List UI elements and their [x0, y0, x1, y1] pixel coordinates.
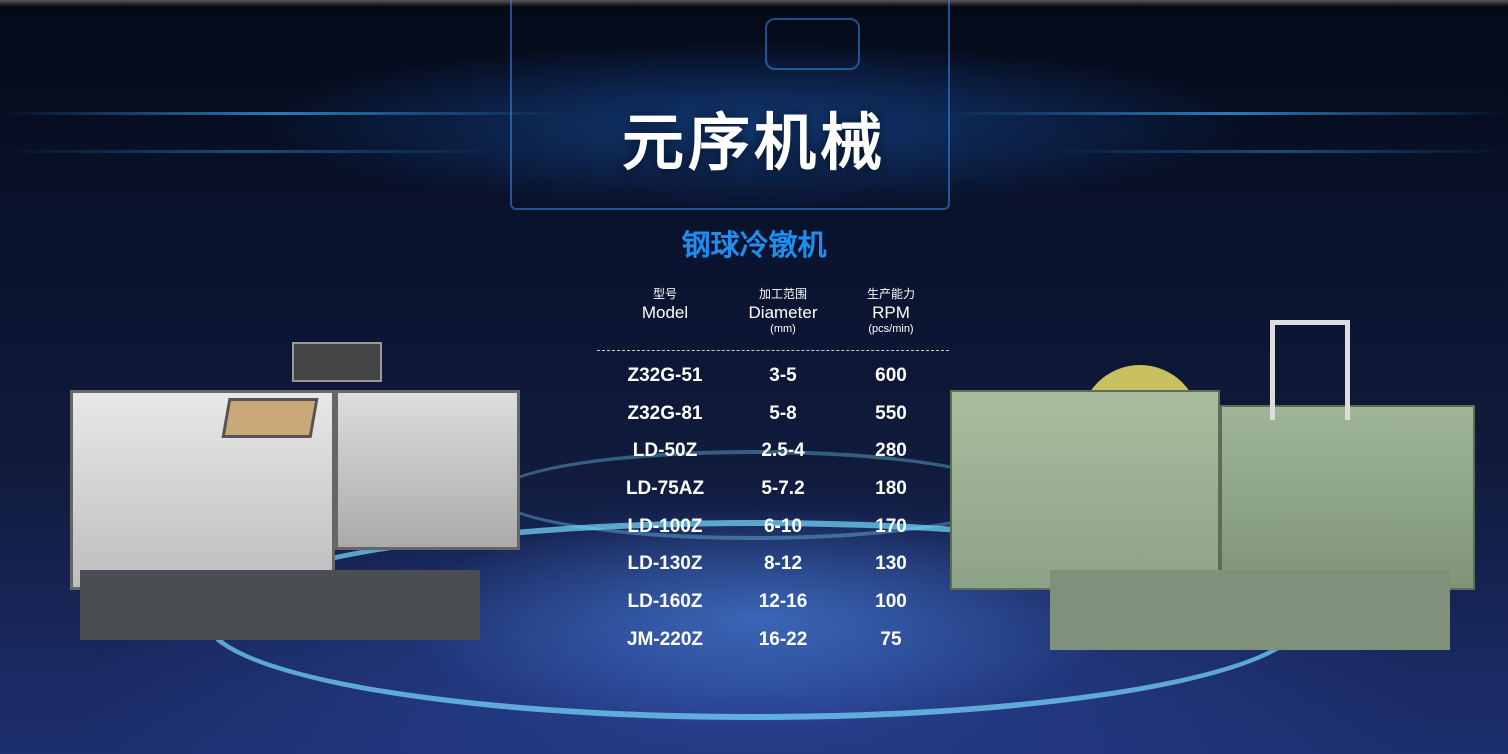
cell-diameter: 2.5-4: [761, 440, 805, 462]
light-streak: [950, 112, 1508, 115]
table-row: LD-50Z 2.5-4 280: [597, 432, 949, 470]
cell-diameter: 5-8: [769, 402, 797, 424]
table-body: Z32G-51 3-5 600 Z32G-81 5-8 550 LD-50Z 2.5-4 280…: [597, 351, 949, 659]
header-diameter: 加工范围 Diameter (mm): [733, 285, 833, 350]
background-window-outline: [765, 18, 860, 70]
machine-image-left: [70, 320, 520, 640]
product-category-title: 钢球冷镦机: [681, 230, 827, 262]
table-row: Z32G-81 5-8 550: [597, 395, 949, 433]
header-unit: (mm): [770, 323, 796, 335]
header-model: 型号 Model: [597, 285, 733, 350]
cell-rpm: 75: [880, 628, 902, 650]
cell-diameter: 12-16: [758, 590, 808, 612]
cell-rpm: 550: [875, 402, 907, 424]
header-cn: 加工范围: [758, 287, 807, 301]
cell-model: LD-50Z: [632, 440, 698, 462]
cell-rpm: 600: [875, 364, 907, 386]
header-cn: 型号: [652, 287, 677, 301]
cell-diameter: 3-5: [769, 364, 797, 386]
header-en: Model: [641, 303, 689, 322]
machine-image-right: [950, 320, 1480, 650]
cell-rpm: 130: [875, 553, 907, 575]
table-row: Z32G-51 3-5 600: [597, 357, 949, 395]
cell-model: LD-160Z: [627, 590, 703, 612]
table-row: LD-75AZ 5-7.2 180: [597, 470, 949, 508]
cell-rpm: 170: [875, 515, 907, 537]
cell-model: LD-75AZ: [625, 477, 705, 499]
cell-model: JM-220Z: [626, 628, 704, 650]
spec-table: 型号 Model 加工范围 Diameter (mm) 生产能力 RPM (pc…: [597, 285, 949, 659]
cell-model: LD-130Z: [627, 553, 703, 575]
cell-diameter: 8-12: [763, 553, 803, 575]
header-unit: (pcs/min): [868, 323, 914, 335]
table-header: 型号 Model 加工范围 Diameter (mm) 生产能力 RPM (pc…: [597, 285, 949, 351]
background-machine-outline: [510, 0, 950, 210]
cell-diameter: 6-10: [763, 515, 803, 537]
table-row: LD-100Z 6-10 170: [597, 508, 949, 546]
light-streak: [0, 112, 560, 115]
cell-model: Z32G-81: [627, 402, 703, 424]
page-title: 元序机械: [621, 109, 886, 178]
table-row: JM-220Z 16-22 75: [597, 621, 949, 659]
top-bar: [0, 0, 1508, 6]
cell-model: Z32G-51: [627, 364, 703, 386]
cell-rpm: 180: [875, 477, 907, 499]
table-row: LD-160Z 12-16 100: [597, 583, 949, 621]
light-streak: [1050, 150, 1508, 153]
table-row: LD-130Z 8-12 130: [597, 545, 949, 583]
cell-model: LD-100Z: [627, 515, 703, 537]
cell-diameter: 5-7.2: [761, 477, 805, 499]
cell-rpm: 100: [875, 590, 907, 612]
header-en: RPM: [872, 303, 910, 322]
cell-rpm: 280: [875, 440, 907, 462]
header-cn: 生产能力: [866, 287, 915, 301]
header-rpm: 生产能力 RPM (pcs/min): [833, 285, 949, 350]
cell-diameter: 16-22: [758, 628, 808, 650]
header-en: Diameter: [748, 303, 818, 322]
light-streak: [0, 150, 500, 153]
